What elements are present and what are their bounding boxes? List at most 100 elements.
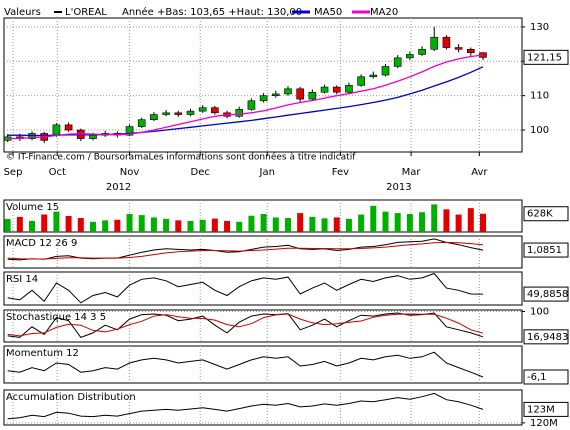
volume-bar xyxy=(297,213,304,232)
panel-title: Volume 15 xyxy=(6,202,59,213)
candle-body xyxy=(308,91,317,100)
year-label: 2012 xyxy=(106,182,131,193)
panel-title: Momentum 12 xyxy=(6,348,79,359)
volume-bar xyxy=(309,216,316,232)
value-label: -6,1 xyxy=(527,372,547,383)
panel-frame xyxy=(3,345,523,384)
panel-title: MACD 12 26 9 xyxy=(6,238,77,249)
value-label: 16,9483 xyxy=(527,332,568,343)
candle-body xyxy=(64,124,73,131)
candle-body xyxy=(369,74,378,78)
x-tick-label: Avr xyxy=(471,167,488,178)
volume-bar xyxy=(406,213,413,232)
value-box xyxy=(523,401,569,417)
volume-bar xyxy=(455,214,462,232)
y-tick-label: 110 xyxy=(530,91,549,102)
year-label: 2013 xyxy=(386,182,411,193)
candle-body xyxy=(125,126,134,136)
volume-bar xyxy=(382,211,389,232)
y-tick-label: 120M xyxy=(530,418,558,429)
candle-body xyxy=(211,107,219,114)
value-box xyxy=(523,49,569,65)
x-tick-label: Sep xyxy=(4,167,23,178)
indicator-line xyxy=(7,313,484,337)
volume-bar xyxy=(211,218,218,232)
panel-frame xyxy=(3,389,523,426)
candle-body xyxy=(235,109,244,117)
candle-body xyxy=(381,66,390,76)
panel-frame xyxy=(3,271,523,306)
volume-bar xyxy=(248,215,255,232)
value-box xyxy=(523,286,569,302)
volume-bar xyxy=(419,212,426,232)
volume-bar xyxy=(260,213,267,232)
x-tick-label: Dec xyxy=(191,167,210,178)
moving-average xyxy=(7,66,484,137)
value-box xyxy=(523,329,569,345)
volume-bar xyxy=(370,205,377,232)
legend-label: MA50 xyxy=(314,7,342,18)
candle-body xyxy=(454,47,463,50)
volume-bar xyxy=(4,218,11,232)
candle-body xyxy=(393,57,402,67)
candle-body xyxy=(198,107,207,112)
y-tick-label: 100 xyxy=(530,307,549,318)
volume-bar xyxy=(394,213,401,232)
value-label: 1,0851 xyxy=(527,245,562,256)
volume-bar xyxy=(65,216,72,232)
volume-bar xyxy=(41,214,48,232)
candle-body xyxy=(442,36,451,48)
volume-bar xyxy=(358,214,365,232)
volume-bar xyxy=(187,220,194,232)
value-label: 123M xyxy=(527,404,555,415)
x-tick-label: Oct xyxy=(49,167,66,178)
candle-body xyxy=(418,48,426,55)
volume-bar xyxy=(236,221,243,232)
candle-body xyxy=(150,114,158,121)
candle-body xyxy=(357,76,365,86)
volume-bar xyxy=(150,217,157,232)
candle-body xyxy=(296,88,304,100)
candle-body xyxy=(345,85,353,93)
candle-body xyxy=(89,134,97,139)
indicator-line xyxy=(7,392,484,420)
x-tick-label: Fev xyxy=(332,167,349,178)
volume-bar xyxy=(284,218,291,232)
candle-body xyxy=(137,119,146,127)
candle-body xyxy=(247,100,256,110)
volume-bar xyxy=(102,220,109,232)
panel-title: RSI 14 xyxy=(6,274,38,285)
volume-bar xyxy=(333,217,340,232)
volume-bar xyxy=(53,211,60,232)
panel-frame xyxy=(3,235,523,269)
volume-bar xyxy=(431,204,438,232)
volume-bar xyxy=(89,221,96,232)
volume-bar xyxy=(467,208,474,232)
candle-body xyxy=(271,93,280,96)
moving-average xyxy=(7,54,484,140)
value-label: 49,8858 xyxy=(527,289,568,300)
candle-body xyxy=(186,110,195,115)
copyright: © IT-Finance.com / BoursoramaLes informa… xyxy=(6,152,356,163)
candle-body xyxy=(467,48,475,54)
candle-body xyxy=(162,112,170,115)
panel-title: Accumulation Distribution xyxy=(6,392,136,403)
candle-body xyxy=(320,86,329,93)
volume-bar xyxy=(114,219,121,232)
value-box xyxy=(523,242,569,258)
x-tick-label: Mar xyxy=(402,167,422,178)
volume-bar xyxy=(126,213,133,232)
chart-title: Valeurs xyxy=(4,7,41,18)
indicator-line xyxy=(7,241,484,260)
indicator-line xyxy=(7,351,484,378)
candle-body xyxy=(430,36,439,50)
x-tick-label: Jan xyxy=(259,167,275,178)
x-tick-label: Nov xyxy=(120,167,140,178)
volume-bar xyxy=(163,218,170,232)
candle-body xyxy=(174,112,183,115)
value-box xyxy=(523,206,569,222)
candle-body xyxy=(52,124,61,136)
volume-bar xyxy=(321,218,328,232)
value-box xyxy=(523,369,569,385)
